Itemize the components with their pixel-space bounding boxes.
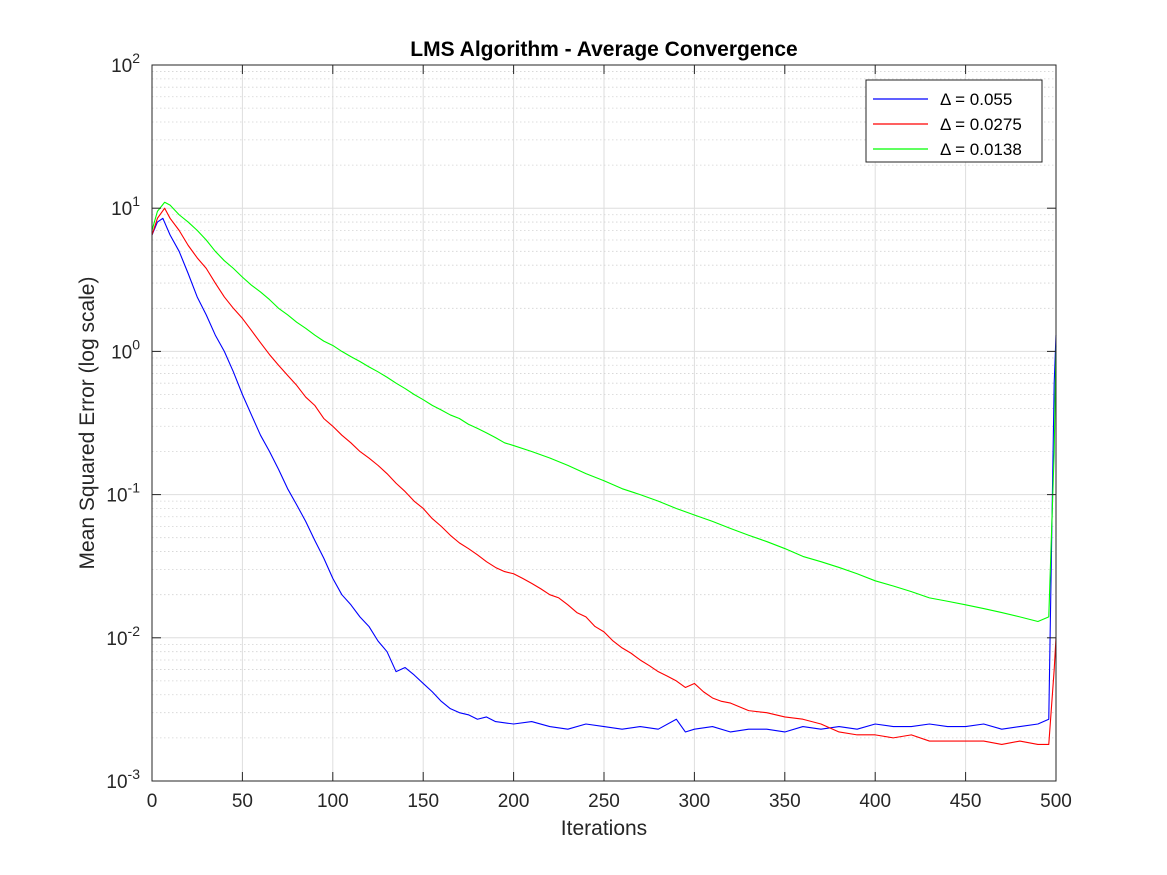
legend-label: Δ = 0.0138 bbox=[940, 140, 1022, 159]
series-line-1 bbox=[151, 217, 1057, 733]
y-tick-label: 102 bbox=[111, 50, 140, 77]
x-tick-label: 50 bbox=[232, 791, 253, 812]
y-tick-label: 10-1 bbox=[106, 480, 140, 507]
series-line-2 bbox=[151, 207, 1057, 745]
y-tick-label: 10-3 bbox=[106, 766, 140, 793]
plot-series bbox=[151, 201, 1057, 745]
y-tick-label: 100 bbox=[111, 336, 140, 363]
y-tick-label: 10-2 bbox=[106, 623, 140, 650]
x-tick-label: 250 bbox=[588, 791, 620, 812]
x-tick-label: 300 bbox=[679, 791, 711, 812]
x-tick-label: 450 bbox=[950, 791, 982, 812]
y-ticks: 10-3 10-2 10-1 100 101 102 bbox=[106, 50, 1056, 793]
y-tick-label: 101 bbox=[111, 193, 140, 220]
x-tick-label: 400 bbox=[859, 791, 891, 812]
legend-label: Δ = 0.055 bbox=[940, 90, 1012, 109]
x-tick-label: 100 bbox=[317, 791, 349, 812]
series-line-3 bbox=[151, 201, 1057, 623]
x-axis-label: Iterations bbox=[561, 817, 647, 840]
x-ticks: 0 50 100 150 200 250 300 350 400 450 500 bbox=[147, 65, 1072, 812]
x-tick-label: 0 bbox=[147, 791, 158, 812]
legend: Δ = 0.055 Δ = 0.0275 Δ = 0.0138 bbox=[865, 79, 1043, 163]
chart-title: LMS Algorithm - Average Convergence bbox=[410, 38, 797, 61]
grid bbox=[152, 65, 1056, 781]
legend-label: Δ = 0.0275 bbox=[940, 115, 1022, 134]
x-tick-label: 200 bbox=[498, 791, 530, 812]
y-axis-label: Mean Squared Error (log scale) bbox=[76, 277, 99, 570]
x-tick-label: 500 bbox=[1040, 791, 1072, 812]
x-tick-label: 350 bbox=[769, 791, 801, 812]
x-tick-label: 150 bbox=[407, 791, 439, 812]
legend-box bbox=[865, 79, 1043, 163]
